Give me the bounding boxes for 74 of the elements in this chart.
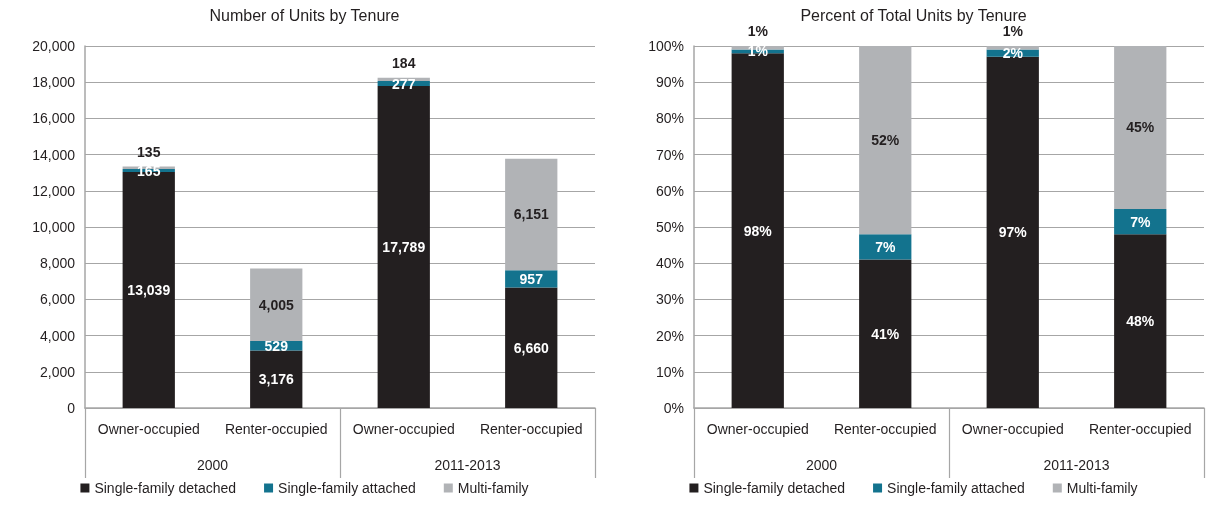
data-label: 6,660 [513,339,549,356]
chart-title: Number of Units by Tenure [209,6,400,24]
data-label: 52% [871,132,900,149]
x-tick-label: Renter-occupied [833,421,937,437]
y-tick-label: 18,000 [32,74,76,91]
data-label: 3,176 [258,371,294,388]
data-label: 41% [871,325,900,342]
x-tick-label: Owner-occupied [961,421,1064,437]
data-label: 7% [875,238,896,255]
bar [250,350,303,408]
data-label: 7% [1130,213,1151,230]
bar [859,259,912,408]
legend-label: Multi-family [457,480,529,496]
bar [1114,234,1167,408]
y-tick-label: 90% [655,74,684,91]
data-label: 957 [519,270,544,287]
legend-label: Multi-family [1066,480,1138,496]
y-tick-label: 20% [655,327,684,344]
legend-label: Single-family detached [94,480,237,496]
legend-label: Single-family attached [278,480,416,496]
y-tick-label: 16,000 [32,110,76,127]
y-tick-label: 40% [655,255,684,272]
x-tick-label: Renter-occupied [1088,421,1192,437]
y-tick-label: 70% [655,146,684,163]
x-tick-label: Renter-occupied [479,421,583,437]
bar [986,56,1039,408]
y-tick-label: 20,000 [32,38,76,54]
y-tick-label: 10% [655,363,684,380]
y-tick-label: 14,000 [32,146,76,163]
data-label: 2% [1002,45,1024,62]
text: 2000 [196,457,229,473]
legend-label: Single-family attached [887,480,1025,496]
text: 2011-2013 [434,457,501,473]
text: 2000 [805,457,838,473]
y-tick-label: 4,000 [39,327,76,344]
data-label: 6,151 [513,206,549,223]
x-tick-label: Owner-occupied [97,421,200,437]
y-tick-label: 0% [663,400,684,416]
y-tick-label: 80% [655,110,684,127]
y-tick-label: 10,000 [32,219,76,235]
y-tick-label: 100% [648,38,684,54]
data-label: 4,005 [258,296,294,313]
y-tick-label: 0 [67,400,76,416]
text: 2011-2013 [1043,457,1110,473]
x-tick-label: Owner-occupied [706,421,809,437]
bar [250,268,303,341]
bar [986,46,1039,50]
bar [1114,46,1167,209]
chart-title: Percent of Total Units by Tenure [800,6,1027,24]
data-label: 135 [137,143,161,160]
y-tick-label: 60% [655,182,684,199]
y-tick-label: 2,000 [39,363,76,380]
data-label: 48% [1126,313,1155,330]
data-label: 1% [747,23,769,39]
data-label: 98% [743,222,773,239]
data-label: 45% [1126,119,1155,136]
bar [859,234,912,260]
y-tick-label: 30% [655,291,684,308]
y-tick-label: 8,000 [39,255,76,272]
data-label: 17,789 [382,239,426,256]
bar [505,287,558,408]
data-label: 529 [264,337,289,354]
bar [859,46,912,235]
y-tick-label: 6,000 [39,291,76,308]
x-tick-label: Renter-occupied [224,421,328,437]
data-label: 184 [392,54,416,71]
bar [505,158,558,271]
x-tick-label: Owner-occupied [352,421,455,437]
y-tick-label: 12,000 [32,182,76,199]
legend-label: Single-family detached [703,480,846,496]
y-tick-label: 50% [655,219,684,235]
data-label: 97% [998,224,1028,241]
data-label: 13,039 [127,282,171,298]
data-label: 1% [1002,23,1024,39]
